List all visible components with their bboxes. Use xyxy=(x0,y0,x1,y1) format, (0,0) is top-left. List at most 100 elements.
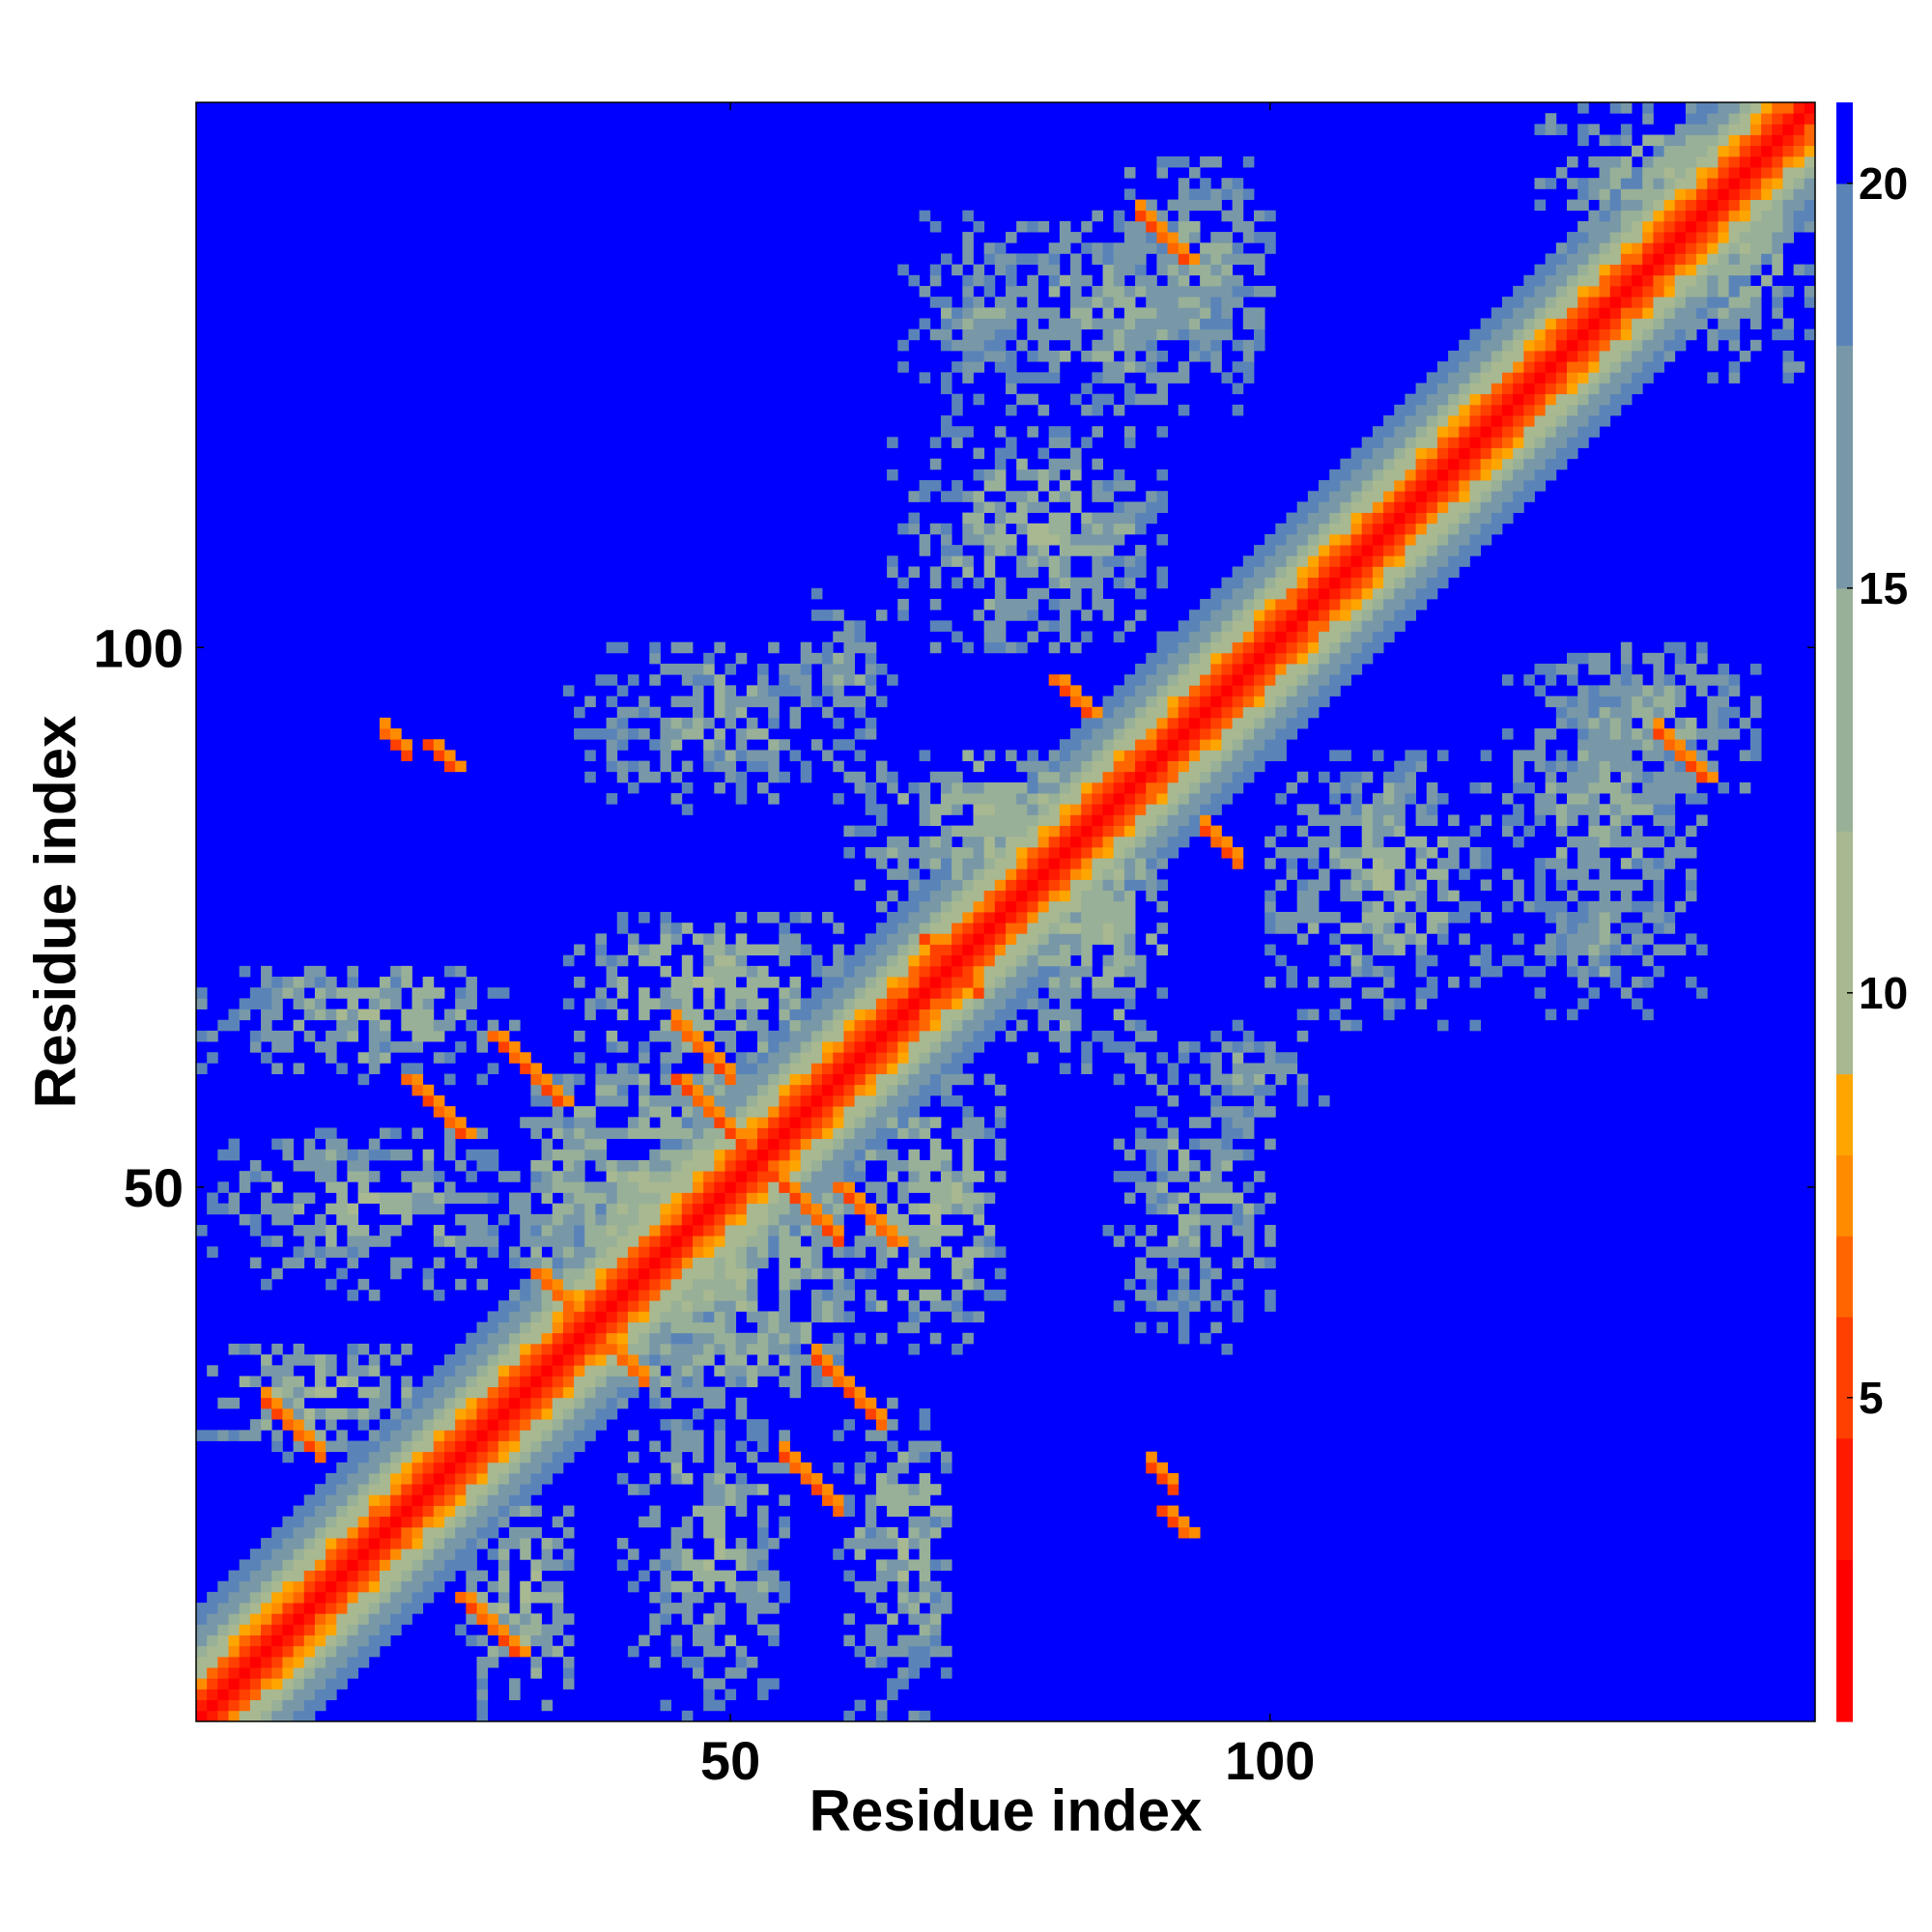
heatmap-cell xyxy=(1221,1117,1234,1128)
heatmap-cell xyxy=(595,933,607,945)
heatmap-cell xyxy=(746,1603,758,1614)
heatmap-cell xyxy=(422,1494,435,1506)
heatmap-cell xyxy=(487,1419,499,1431)
heatmap-cell xyxy=(595,1376,607,1388)
heatmap-cell xyxy=(810,1236,823,1247)
heatmap-cell xyxy=(843,1419,855,1431)
heatmap-cell xyxy=(530,1171,542,1182)
heatmap-cell xyxy=(919,1538,931,1549)
heatmap-cell xyxy=(887,1538,898,1549)
heatmap-cell xyxy=(681,1354,694,1366)
heatmap-cell xyxy=(1027,804,1038,815)
heatmap-cell xyxy=(1167,814,1179,827)
heatmap-cell xyxy=(714,1127,725,1140)
heatmap-cell xyxy=(962,965,974,978)
heatmap-cell xyxy=(541,1376,554,1388)
heatmap-cell xyxy=(1188,641,1201,654)
heatmap-cell xyxy=(584,1311,596,1322)
heatmap-cell xyxy=(412,1451,424,1463)
heatmap-cell xyxy=(293,1591,305,1604)
heatmap-cell xyxy=(1350,1019,1363,1032)
heatmap-cell xyxy=(1135,1257,1147,1269)
heatmap-cell xyxy=(714,954,725,967)
heatmap-cell xyxy=(1286,868,1298,880)
heatmap-cell xyxy=(196,1613,208,1625)
heatmap-cell xyxy=(779,1321,790,1334)
heatmap-cell xyxy=(1070,339,1082,352)
heatmap-cell xyxy=(983,253,996,265)
heatmap-cell xyxy=(757,1171,769,1182)
heatmap-cell xyxy=(1081,220,1093,233)
heatmap-cell xyxy=(940,793,952,805)
heatmap-cell xyxy=(1340,804,1351,815)
heatmap-cell xyxy=(1048,965,1061,978)
heatmap-cell xyxy=(228,1624,241,1636)
heatmap-cell xyxy=(1092,318,1103,330)
heatmap-cell xyxy=(843,1171,855,1182)
heatmap-cell xyxy=(1059,533,1071,546)
heatmap-cell xyxy=(1092,545,1103,556)
heatmap-cell xyxy=(1113,523,1125,535)
heatmap-cell xyxy=(412,1041,424,1053)
heatmap-cell xyxy=(887,1041,898,1053)
heatmap-cell xyxy=(541,1591,554,1604)
heatmap-cell xyxy=(692,1267,704,1280)
heatmap-cell xyxy=(455,1548,467,1560)
heatmap-cell xyxy=(1006,977,1017,988)
heatmap-cell xyxy=(800,944,812,956)
heatmap-cell xyxy=(616,1041,629,1053)
heatmap-cell xyxy=(1242,696,1255,708)
heatmap-cell xyxy=(497,1171,510,1182)
heatmap-cell xyxy=(520,1052,531,1064)
heatmap-cell xyxy=(757,1225,769,1236)
heatmap-cell xyxy=(443,1516,456,1528)
heatmap-cell xyxy=(843,1613,855,1625)
heatmap-cell xyxy=(271,987,283,999)
heatmap-cell xyxy=(919,793,931,805)
heatmap-cell xyxy=(1307,533,1320,546)
heatmap-cell xyxy=(616,1538,629,1549)
heatmap-cell xyxy=(746,1267,758,1280)
heatmap-cell xyxy=(1329,781,1341,794)
heatmap-cell xyxy=(314,1624,327,1636)
heatmap-cell xyxy=(1146,879,1157,892)
heatmap-cell xyxy=(1167,793,1179,805)
heatmap-cell xyxy=(919,933,931,945)
heatmap-cell xyxy=(1253,1257,1265,1269)
heatmap-cell xyxy=(541,1451,554,1463)
heatmap-cell xyxy=(854,1645,867,1658)
heatmap-cell xyxy=(952,1030,963,1042)
heatmap-cell xyxy=(810,1365,823,1377)
heatmap-cell xyxy=(768,1094,780,1107)
heatmap-cell xyxy=(1286,587,1298,600)
heatmap-cell xyxy=(606,1386,618,1399)
heatmap-cell xyxy=(379,1430,391,1441)
heatmap-cell xyxy=(810,1117,823,1128)
heatmap-cell xyxy=(1275,577,1287,589)
heatmap-cell xyxy=(822,664,834,675)
heatmap-cell xyxy=(692,1667,704,1679)
heatmap-cell xyxy=(627,674,639,686)
heatmap-cell xyxy=(476,1386,489,1399)
heatmap-cell xyxy=(746,1127,758,1140)
heatmap-cell xyxy=(1296,1094,1309,1107)
heatmap-cell xyxy=(724,1009,737,1021)
heatmap-cell xyxy=(443,1365,456,1377)
heatmap-cell xyxy=(401,1603,412,1614)
heatmap-cell xyxy=(1275,1073,1287,1086)
heatmap-cell xyxy=(887,1159,898,1172)
heatmap-cell xyxy=(908,900,921,913)
heatmap-cell xyxy=(476,1407,489,1420)
heatmap-cell xyxy=(574,1300,585,1312)
heatmap-cell xyxy=(1146,232,1157,243)
heatmap-cell xyxy=(1275,954,1287,967)
heatmap-cell xyxy=(1048,533,1061,546)
heatmap-cell xyxy=(1178,297,1190,308)
heatmap-cell xyxy=(724,1300,737,1312)
heatmap-cell xyxy=(595,1246,607,1258)
heatmap-cell xyxy=(1037,923,1050,934)
heatmap-cell xyxy=(455,1246,467,1258)
heatmap-cell xyxy=(1016,253,1028,265)
heatmap-cell xyxy=(1027,220,1038,233)
heatmap-cell xyxy=(800,1052,812,1064)
